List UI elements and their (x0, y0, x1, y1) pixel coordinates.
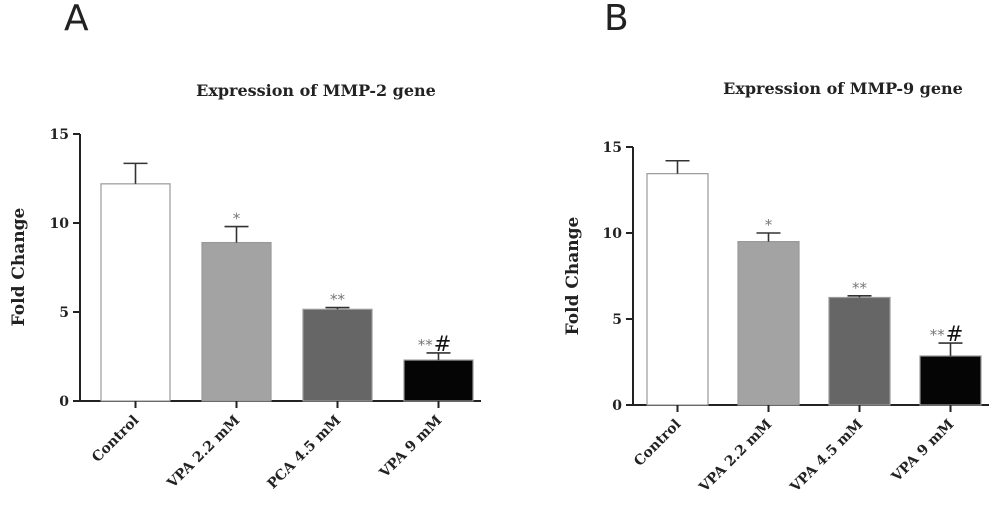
bar-b-3 (828, 296, 891, 406)
chart-title-b: Expression of MMP-9 gene (723, 79, 963, 98)
bar-a-4 (403, 359, 474, 402)
x-tick-label: VPA 9 mM (888, 417, 957, 486)
significance-marker: ** (852, 279, 868, 297)
significance-marker: **# (418, 332, 452, 356)
y-tick-label: 15 (603, 140, 622, 156)
y-tick-label: 5 (612, 312, 622, 328)
chart-title-a: Expression of MMP-2 gene (196, 81, 436, 100)
panel-letter-b: B (604, 0, 629, 39)
y-tick-label: 10 (603, 226, 623, 242)
bar-b-4 (919, 355, 982, 406)
y-axis-label-b: Fold Change (563, 216, 583, 335)
x-tick-label: Control (631, 417, 684, 470)
y-axis-label-a: Fold Change (9, 207, 29, 326)
significance-marker: * (765, 216, 773, 234)
x-tick-label: VPA 2.2 mM (696, 417, 776, 497)
bar-a-1 (100, 183, 171, 402)
x-tick-label: VPA 9 mM (376, 413, 445, 482)
bar-b-1 (646, 173, 709, 406)
y-tick-label: 15 (50, 127, 69, 143)
significance-hash: # (946, 322, 964, 346)
x-tick-label: VPA 2.2 mM (164, 413, 244, 493)
y-tick-label: 5 (59, 305, 69, 321)
bar-a-2 (201, 241, 272, 402)
significance-hash: # (434, 332, 452, 356)
panel-b: B Expression of MMP-9 gene Fold Change 0… (563, 0, 989, 496)
panel-a: A Expression of MMP-2 gene Fold Change 0… (9, 0, 481, 492)
y-tick-label: 10 (50, 216, 70, 232)
y-tick-label: 0 (612, 398, 622, 414)
y-tick-label: 0 (59, 394, 69, 410)
significance-marker: ** (330, 291, 346, 309)
bar-b-2 (737, 241, 800, 406)
x-tick-label: Control (89, 413, 142, 466)
x-tick-label: VPA 4.5 mM (787, 417, 867, 497)
panel-letter-a: A (64, 0, 89, 39)
significance-marker: **# (930, 322, 964, 346)
x-tick-label: PCA 4.5 mM (264, 413, 344, 493)
significance-marker: * (233, 210, 241, 228)
bar-a-3 (302, 308, 373, 402)
